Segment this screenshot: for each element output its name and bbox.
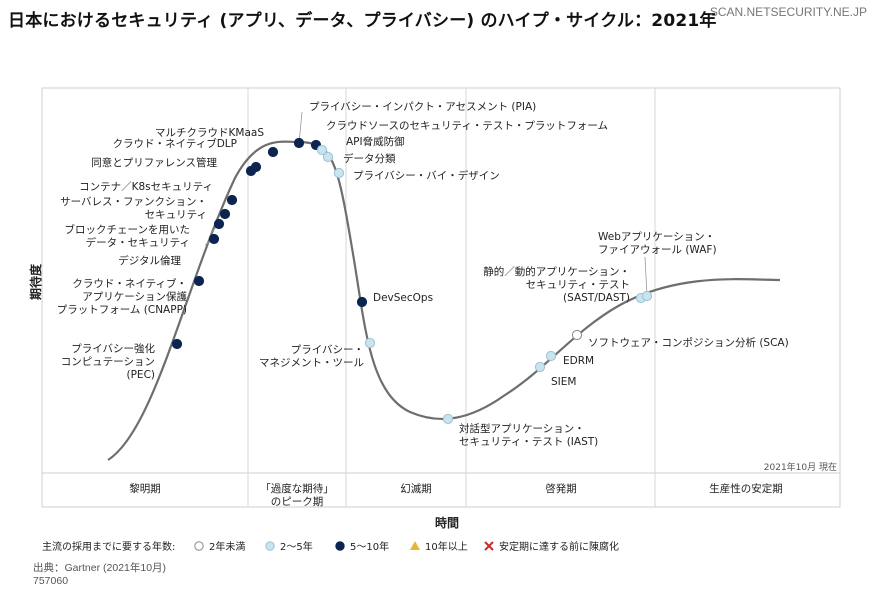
tech-label-20: ソフトウェア・コンポジション分析 (SCA) <box>588 336 789 349</box>
tech-label-12: API脅威防御 <box>346 135 405 148</box>
tech-marker-13 <box>322 151 334 163</box>
tech-marker-20 <box>571 329 583 341</box>
tech-label-3: デジタル倫理 <box>118 254 181 267</box>
tech-label-2-line-1: クラウド・ネイティブ・ <box>72 277 187 290</box>
tech-label-9: マルチクラウドKMaaS <box>155 127 264 139</box>
tech-label-16-line-1: プライバシー・ <box>291 344 364 356</box>
legend-marker-obsolete <box>484 541 494 551</box>
tech-label-21-line-2: セキュリティ・テスト <box>526 279 630 291</box>
legend-marker-over10 <box>410 541 420 550</box>
tech-marker-22 <box>641 290 653 302</box>
x-axis-label: 時間 <box>435 515 459 530</box>
tech-label-8: クラウド・ネイティブDLP <box>113 137 237 150</box>
phase-label-2-line-1: 「過度な期待」 <box>260 482 334 495</box>
legend-label-long: 5〜10年 <box>350 540 389 553</box>
tech-marker-15 <box>356 296 368 308</box>
tech-label-7: 同意とプリファレンス管理 <box>91 156 217 169</box>
tech-label-15: DevSecOps <box>373 292 433 304</box>
tech-marker-6 <box>226 194 238 206</box>
y-axis-label: 期待度 <box>28 263 43 300</box>
tech-marker-5 <box>219 208 231 220</box>
tech-marker-3 <box>208 233 220 245</box>
chart-title: 日本におけるセキュリティ (アプリ、データ、プライバシー) のハイプ・サイクル：… <box>8 11 717 31</box>
tech-label-1-line-1: プライバシー強化 <box>71 342 155 355</box>
tech-label-22-line-1: Webアプリケーション・ <box>598 231 715 243</box>
legend-label-short: 2年未満 <box>209 540 245 553</box>
tech-label-19: EDRM <box>563 355 594 367</box>
tech-label-11: クラウドソースのセキュリティ・テスト・プラットフォーム <box>326 120 608 132</box>
tech-label-4-line-2: データ・セキュリティ <box>86 236 190 249</box>
legend-label-obsolete: 安定期に達する前に陳腐化 <box>499 540 619 553</box>
legend-title: 主流の採用までに要する年数: <box>42 540 175 553</box>
tech-label-1-line-3: (PEC) <box>127 369 156 381</box>
legend-marker-short <box>194 541 204 551</box>
tech-marker-16 <box>364 337 376 349</box>
legend-marker-long <box>335 541 345 551</box>
tech-marker-1 <box>171 338 183 350</box>
tech-label-18: SIEM <box>551 376 576 388</box>
tech-marker-9 <box>267 146 279 158</box>
watermark: SCAN.NETSECURITY.NE.JP <box>709 5 867 19</box>
phase-label-3: 幻滅期 <box>400 482 432 495</box>
tech-marker-17 <box>442 413 454 425</box>
tech-label-21-line-3: (SAST/DAST) <box>563 292 630 304</box>
tech-label-13: データ分類 <box>343 152 396 165</box>
legend-label-over10: 10年以上 <box>425 540 468 553</box>
tech-label-10: プライバシー・インパクト・アセスメント (PIA) <box>309 101 536 113</box>
as-of-label: 2021年10月 現在 <box>764 461 837 473</box>
tech-label-22-line-2: ファイアウォール (WAF) <box>598 244 717 256</box>
tech-marker-12 <box>316 144 328 156</box>
tech-label-2-line-3: プラットフォーム (CNAPP) <box>57 304 187 316</box>
leader-line-22 <box>644 256 648 297</box>
figure-id: 757060 <box>33 575 69 587</box>
tech-label-21-line-1: 静的／動的アプリケーション・ <box>483 265 630 278</box>
phase-label-4: 啓発期 <box>545 482 577 495</box>
tech-label-14: プライバシー・バイ・デザイン <box>353 169 500 182</box>
tech-label-2-line-2: アプリケーション保護 <box>82 290 187 303</box>
tech-marker-8 <box>250 161 262 173</box>
footer: 出典：Gartner (2021年10月) 757060 <box>33 562 166 588</box>
hype-curve <box>107 140 781 461</box>
tech-label-5-line-2: セキュリティ <box>145 209 207 221</box>
tech-label-17-line-1: 対話型アプリケーション・ <box>459 422 585 435</box>
tech-label-6: コンテナ／K8sセキュリティ <box>79 181 213 193</box>
phase-label-5: 生産性の安定期 <box>709 482 783 495</box>
legend-label-mid: 2〜5年 <box>280 540 313 553</box>
legend-marker-mid <box>265 541 275 551</box>
tech-marker-18 <box>534 361 546 373</box>
phase-label-1: 黎明期 <box>129 482 161 495</box>
tech-label-4-line-1: ブロックチェーンを用いた <box>65 223 190 236</box>
tech-label-5-line-1: サーバレス・ファンクション・ <box>60 196 207 208</box>
phase-label-2-line-2: のピーク期 <box>271 496 324 508</box>
tech-label-17-line-2: セキュリティ・テスト (IAST) <box>459 436 598 448</box>
tech-marker-2 <box>193 275 205 287</box>
tech-marker-10 <box>293 137 305 149</box>
tech-marker-14 <box>333 167 345 179</box>
tech-marker-4 <box>213 218 225 230</box>
leader-line-10 <box>298 111 303 144</box>
source-note: 出典：Gartner (2021年10月) <box>33 562 167 574</box>
plot-frame <box>41 87 841 508</box>
tech-marker-19 <box>545 350 557 362</box>
tech-label-1-line-2: コンピュテーション <box>61 356 155 368</box>
tech-label-16-line-2: マネジメント・ツール <box>259 357 364 369</box>
